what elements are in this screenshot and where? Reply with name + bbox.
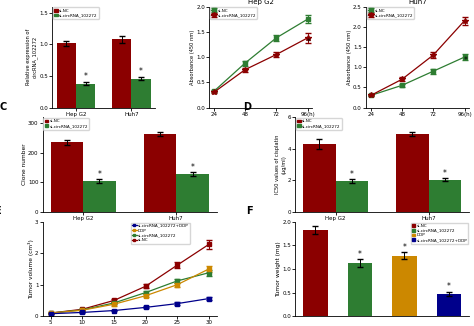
- Bar: [112, 39, 131, 108]
- Text: *: *: [402, 243, 406, 252]
- Y-axis label: Relative expression of
circRNA_102272: Relative expression of circRNA_102272: [27, 29, 38, 85]
- Bar: [83, 181, 116, 212]
- Bar: [303, 144, 336, 212]
- Bar: [347, 263, 372, 316]
- Y-axis label: Clone number: Clone number: [22, 144, 27, 185]
- Bar: [437, 294, 461, 316]
- Text: *: *: [84, 72, 88, 81]
- Title: Huh7: Huh7: [408, 0, 427, 6]
- Text: C: C: [0, 102, 6, 112]
- Bar: [396, 134, 429, 212]
- Bar: [144, 134, 176, 212]
- Text: *: *: [350, 170, 354, 179]
- Y-axis label: Absorbance (450 nm): Absorbance (450 nm): [190, 29, 195, 85]
- Y-axis label: IC50 values of cisplatin
(μg/ml): IC50 values of cisplatin (μg/ml): [275, 135, 286, 194]
- Y-axis label: Tumor weight (mg): Tumor weight (mg): [276, 241, 281, 297]
- Bar: [51, 142, 83, 212]
- Text: *: *: [358, 250, 362, 259]
- Text: *: *: [447, 282, 451, 291]
- Text: D: D: [243, 102, 251, 112]
- Text: *: *: [443, 169, 447, 178]
- Bar: [57, 43, 76, 108]
- Bar: [176, 174, 209, 212]
- Bar: [336, 181, 368, 212]
- Text: *: *: [463, 56, 467, 65]
- Legend: si-NC, si-circRNA_102272: si-NC, si-circRNA_102272: [44, 118, 89, 129]
- Y-axis label: Tumor volume (cm³): Tumor volume (cm³): [27, 239, 34, 299]
- Text: *: *: [98, 170, 101, 179]
- Legend: si-circRNA_102272+DDP, DDP, si-circRNA_102272, si-NC: si-circRNA_102272+DDP, DDP, si-circRNA_1…: [130, 223, 190, 244]
- Legend: si-NC, si-circRNA_102272, DDP, si-circRNA_102272+DDP: si-NC, si-circRNA_102272, DDP, si-circRN…: [410, 223, 468, 244]
- Text: *: *: [191, 163, 194, 172]
- Text: *: *: [306, 38, 310, 47]
- Title: Hep G2: Hep G2: [248, 0, 273, 6]
- Bar: [303, 230, 328, 316]
- Bar: [131, 79, 151, 108]
- Text: F: F: [246, 206, 253, 216]
- Bar: [76, 83, 95, 108]
- Bar: [392, 256, 417, 316]
- Text: *: *: [139, 67, 143, 76]
- Legend: si-NC, si-circRNA_102272: si-NC, si-circRNA_102272: [53, 7, 99, 19]
- Legend: si-NC, si-circRNA_102272: si-NC, si-circRNA_102272: [367, 7, 414, 19]
- Legend: si-NC, si-circRNA_102272: si-NC, si-circRNA_102272: [296, 118, 342, 129]
- Legend: si-NC, si-circRNA_102272: si-NC, si-circRNA_102272: [210, 7, 257, 19]
- Bar: [429, 180, 461, 212]
- Y-axis label: Absorbance (450 nm): Absorbance (450 nm): [346, 29, 352, 85]
